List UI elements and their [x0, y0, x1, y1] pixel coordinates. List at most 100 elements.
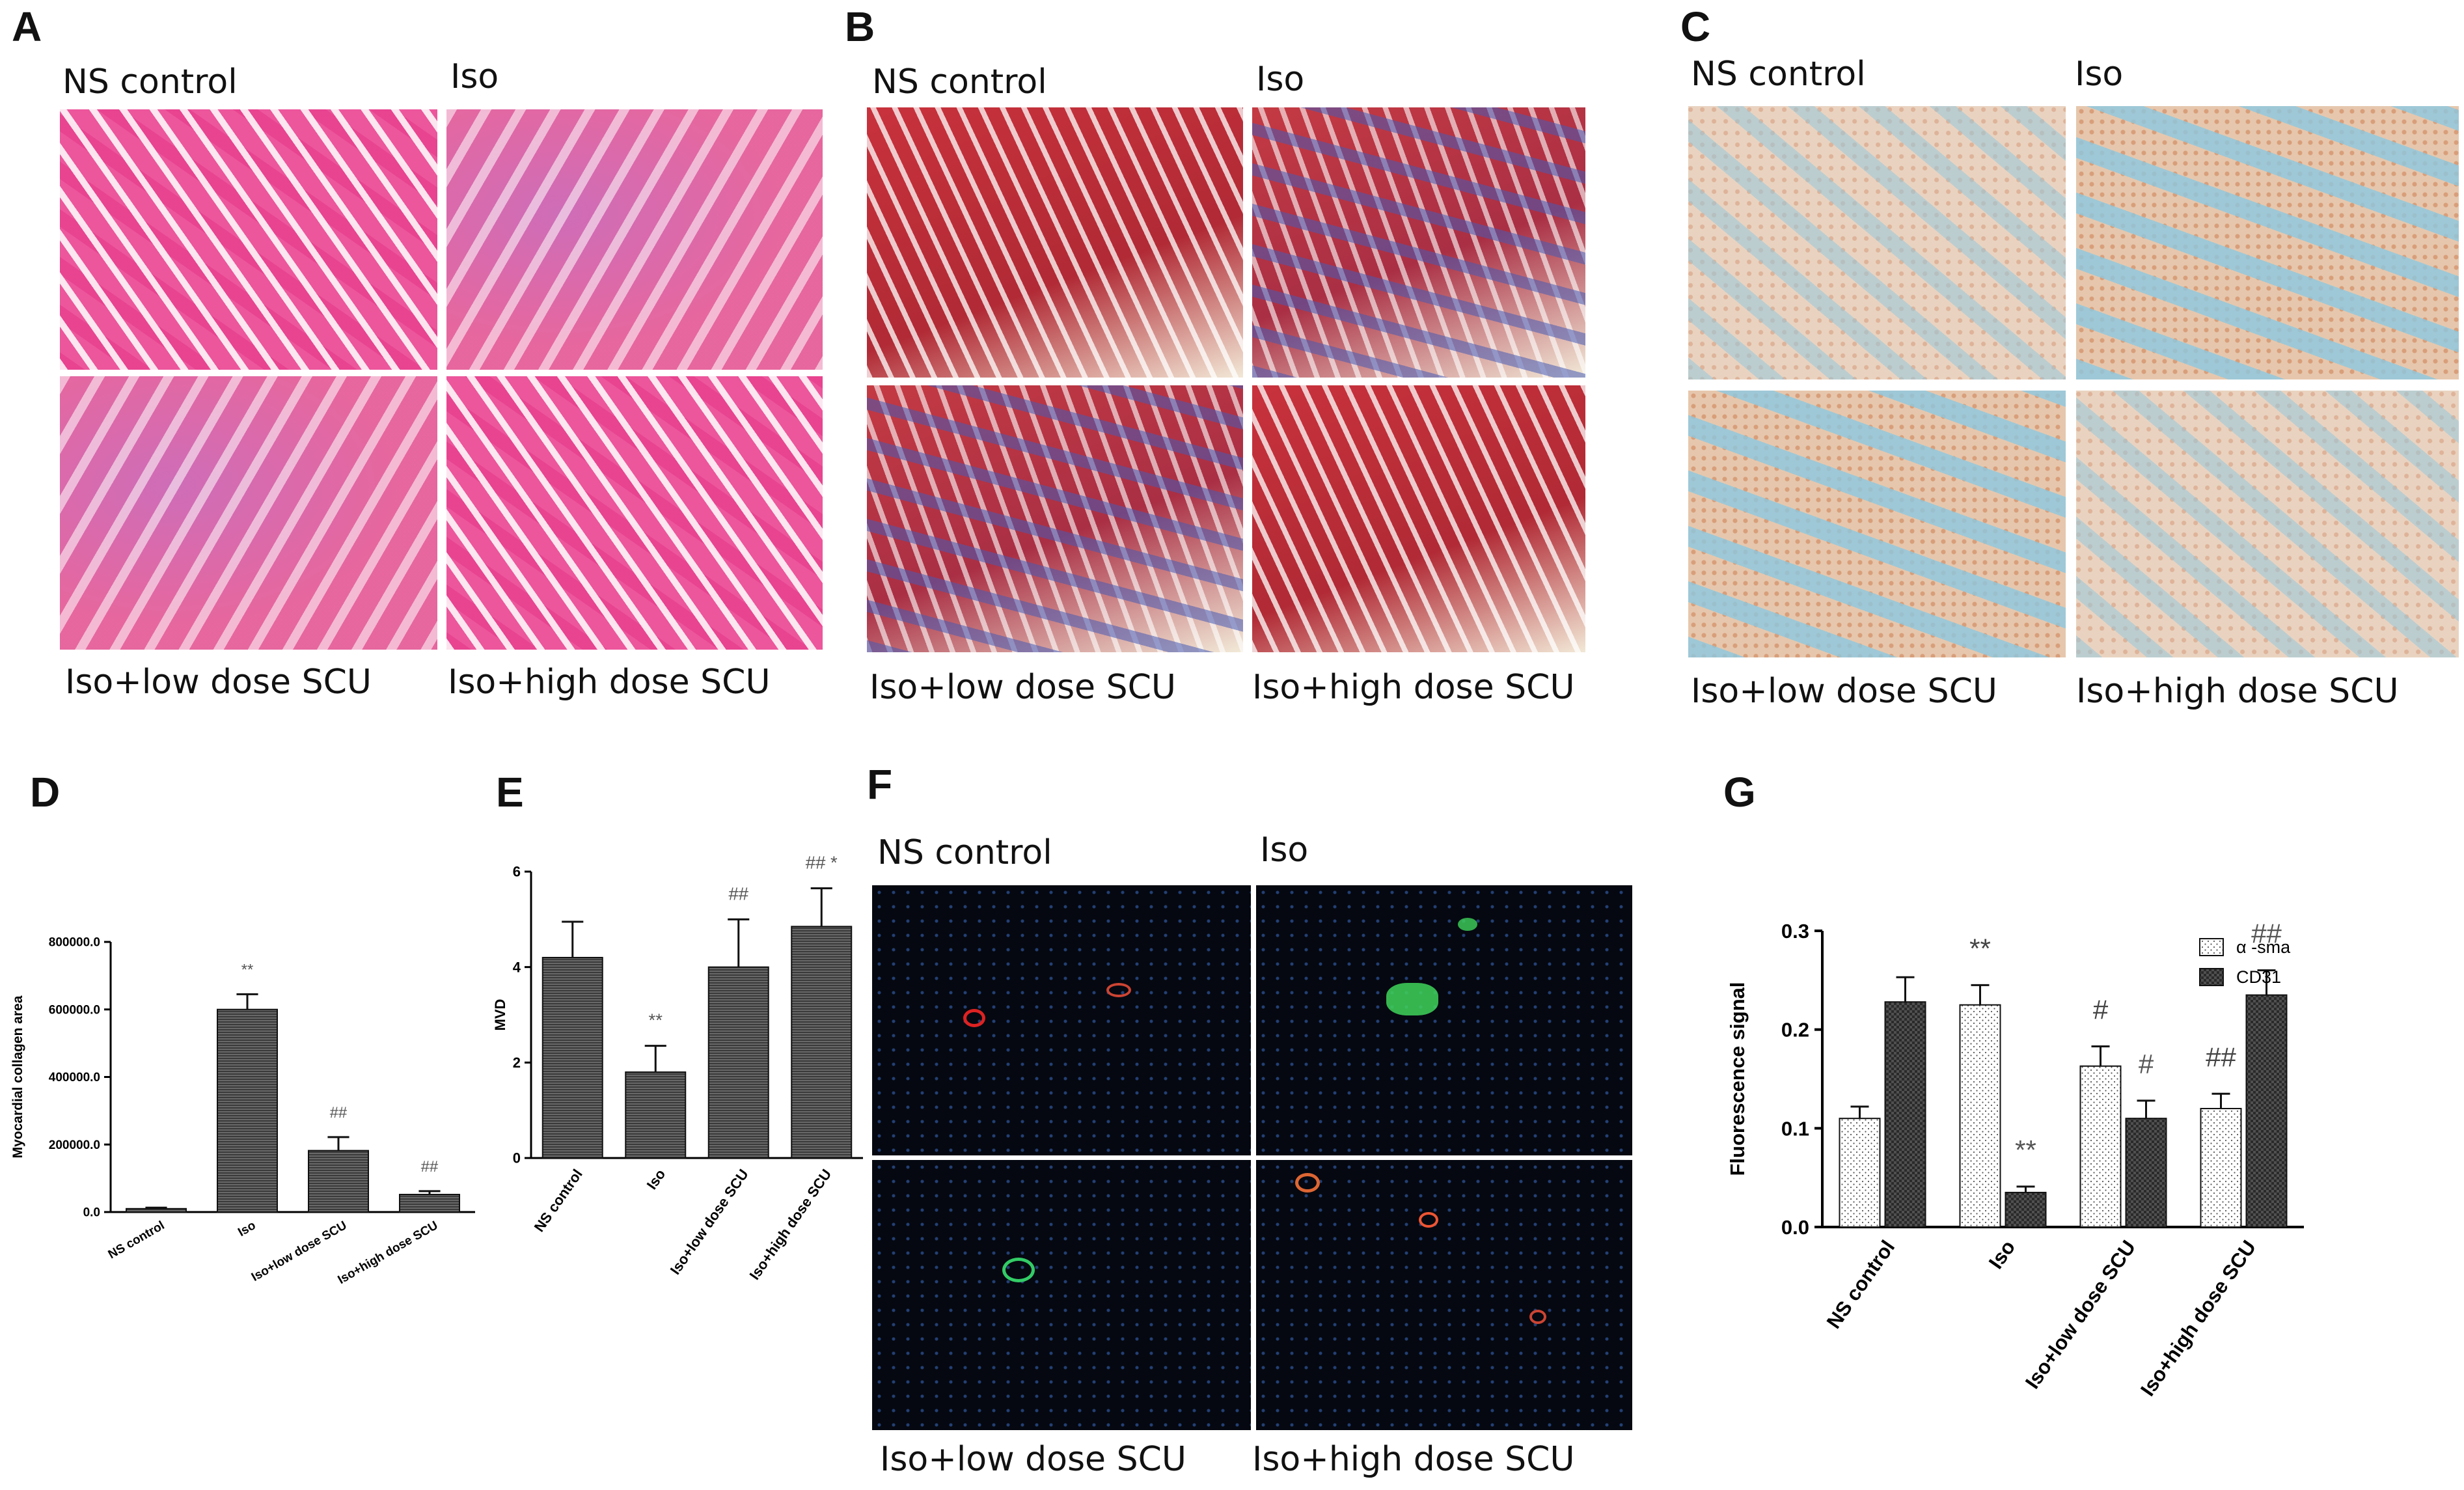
bar-cd31 [2245, 994, 2288, 1228]
significance-label: ## [2251, 918, 2282, 949]
significance-label: # [2139, 1049, 2154, 1079]
panel-f-iso-image [1256, 885, 1632, 1155]
y-tick-label: 0.1 [1781, 1117, 1809, 1140]
significance-label: ** [241, 961, 254, 978]
panel-b-low-dose-image [867, 385, 1243, 652]
panel-c-low-dose-image [1688, 391, 2066, 657]
legend-swatch [2199, 968, 2224, 986]
y-axis-label: MVD [492, 999, 508, 1031]
x-tick-label: Iso+high dose SCU [2136, 1236, 2260, 1400]
panel-f-letter: F [867, 761, 893, 808]
panel-b-label-iso: Iso [1256, 60, 1305, 99]
x-tick-label: NS control [531, 1166, 586, 1235]
panel-a-ns-control-image [60, 109, 437, 370]
legend-label: α -sma [2236, 937, 2291, 957]
panel-a-label-ns-control: NS control [62, 62, 238, 102]
significance-label: ** [2015, 1135, 2036, 1165]
panel-c-letter: C [1680, 3, 1711, 50]
chart-d: 0.0 200000.0 400000.0 600000.0 800000.0 Myoca… [10, 936, 475, 1287]
panel-c-high-dose-image [2076, 391, 2459, 657]
y-tick-label: 200000.0 [49, 1138, 100, 1152]
significance-label: ## [2206, 1042, 2236, 1072]
panel-c-label-high-dose: Iso+high dose SCU [2076, 672, 2399, 711]
bar-cd31 [1884, 1001, 1926, 1228]
y-tick-label: 0.0 [1781, 1216, 1809, 1239]
x-tick-label: Iso+low dose SCU [2021, 1236, 2140, 1393]
bar [625, 1071, 687, 1159]
panel-f-label-iso: Iso [1260, 831, 1309, 870]
panel-c-ns-control-image [1688, 106, 2066, 379]
panel-a-iso-image [446, 109, 823, 370]
y-tick-label: 0 [513, 1150, 521, 1166]
legend-label: CD31 [2236, 967, 2281, 987]
y-tick-label: 800000.0 [49, 936, 100, 950]
panel-c-label-ns-control: NS control [1691, 55, 1866, 94]
significance-label: ** [649, 1010, 663, 1030]
y-tick-label: 600000.0 [49, 1003, 100, 1017]
y-tick-label: 0.3 [1781, 920, 1809, 943]
panel-b-iso-image [1252, 107, 1585, 378]
panel-b-label-low-dose: Iso+low dose SCU [869, 668, 1176, 707]
panel-d-letter: D [30, 769, 61, 816]
y-tick-label: 400000.0 [49, 1071, 100, 1084]
significance-label: ## [728, 883, 748, 904]
x-tick-label: NS control [106, 1219, 167, 1262]
panel-a-label-iso: Iso [450, 57, 499, 96]
panel-b-ns-control-image [867, 107, 1243, 378]
panel-a-letter: A [12, 3, 42, 50]
y-tick-label: 6 [513, 864, 521, 880]
panel-b-letter: B [845, 3, 875, 50]
significance-label: ## [330, 1104, 348, 1122]
bar-alpha-sma [2200, 1108, 2242, 1228]
x-tick-label: Iso+high dose SCU [336, 1219, 441, 1287]
panel-g-letter: G [1723, 769, 1756, 816]
panel-f-high-dose-image [1256, 1160, 1632, 1430]
y-tick-label: 0.2 [1781, 1019, 1809, 1042]
bar [791, 926, 853, 1159]
bar-alpha-sma [2079, 1065, 2122, 1228]
panel-e-letter: E [496, 769, 524, 816]
legend-swatch [2199, 938, 2224, 956]
x-tick-label: Iso+low dose SCU [249, 1219, 349, 1284]
y-axis-label: Myocardial collagen area [10, 995, 25, 1158]
significance-label: ** [1969, 933, 1991, 963]
panel-a-high-dose-image [446, 376, 823, 650]
significance-label: # [2093, 994, 2109, 1025]
panel-c-label-iso: Iso [2075, 55, 2124, 94]
y-tick-label: 0.0 [83, 1206, 100, 1220]
panel-c-label-low-dose: Iso+low dose SCU [1691, 672, 1997, 711]
x-tick-label: Iso [644, 1166, 669, 1193]
panel-a-label-high-dose: Iso+high dose SCU [448, 663, 771, 702]
panel-a-low-dose-image [60, 376, 437, 650]
bar-alpha-sma [1959, 1004, 2001, 1228]
x-tick-label: Iso+low dose SCU [667, 1166, 752, 1278]
bar [399, 1194, 460, 1213]
bar [541, 957, 603, 1159]
panel-a-label-low-dose: Iso+low dose SCU [65, 663, 372, 702]
panel-f-label-ns-control: NS control [877, 833, 1052, 872]
x-tick-label: Iso+high dose SCU [746, 1166, 835, 1283]
panel-b-label-ns-control: NS control [872, 62, 1047, 102]
bar [217, 1008, 278, 1213]
bar [707, 966, 769, 1159]
panel-f-label-high-dose: Iso+high dose SCU [1252, 1440, 1575, 1479]
panel-b-label-high-dose: Iso+high dose SCU [1252, 668, 1575, 707]
chart-e: 0 2 4 6 MVD NS control ** Iso ## Iso+low dose SCU… [492, 853, 863, 1283]
panel-b-high-dose-image [1252, 385, 1585, 652]
x-tick-label: Iso [1984, 1236, 2019, 1273]
y-tick-label: 4 [513, 959, 521, 975]
significance-label: ## [421, 1158, 439, 1176]
bar [126, 1207, 187, 1213]
x-tick-label: NS control [1822, 1236, 1900, 1332]
bar-cd31 [2125, 1118, 2167, 1228]
bar [308, 1150, 369, 1213]
y-axis-label: Fluorescence signal [1726, 982, 1749, 1176]
significance-label: ## * [806, 853, 838, 873]
panel-c-iso-image [2076, 106, 2459, 379]
bar-cd31 [2005, 1191, 2047, 1228]
panel-f-ns-control-image [872, 885, 1251, 1155]
panel-f-low-dose-image [872, 1160, 1251, 1430]
y-tick-label: 2 [513, 1055, 521, 1071]
bar-alpha-sma [1839, 1118, 1881, 1228]
